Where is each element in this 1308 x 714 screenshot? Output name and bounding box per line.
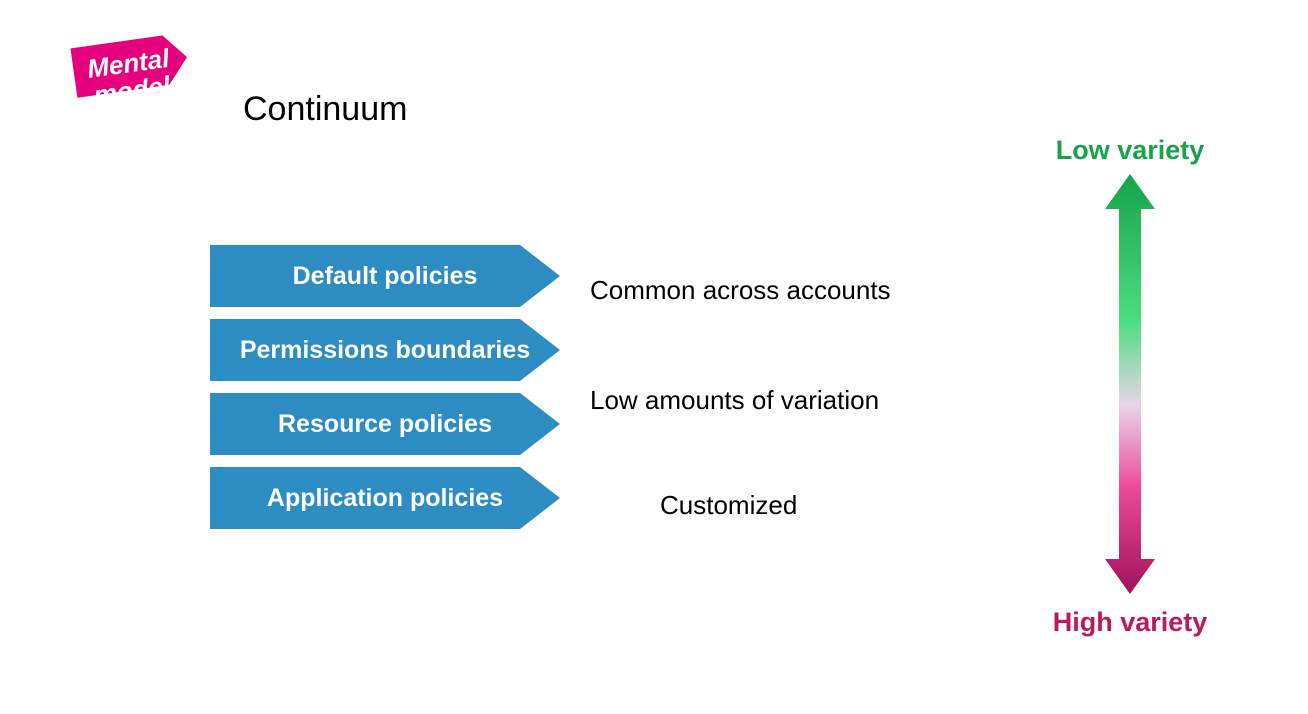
policy-arrow: Permissions boundaries <box>210 319 560 381</box>
page-title: Continuum <box>243 90 407 129</box>
policy-label: Default policies <box>293 262 478 291</box>
policy-label: Resource policies <box>278 410 492 439</box>
policy-label: Application policies <box>267 484 503 513</box>
mental-model-badge: Mental model <box>70 32 194 122</box>
policy-arrow: Application policies <box>210 467 560 529</box>
description-item: Low amounts of variation <box>590 385 879 416</box>
variety-section: Low variety High variety <box>1030 135 1230 638</box>
policy-arrow: Resource policies <box>210 393 560 455</box>
low-variety-label: Low variety <box>1030 135 1230 166</box>
description-item: Customized <box>660 490 797 521</box>
description-item: Common across accounts <box>590 275 891 306</box>
policy-label: Permissions boundaries <box>240 336 530 365</box>
policy-list: Default policies Permissions boundaries … <box>210 245 560 529</box>
policy-arrow: Default policies <box>210 245 560 307</box>
high-variety-label: High variety <box>1030 607 1230 638</box>
variety-gradient-arrow <box>1105 174 1155 594</box>
